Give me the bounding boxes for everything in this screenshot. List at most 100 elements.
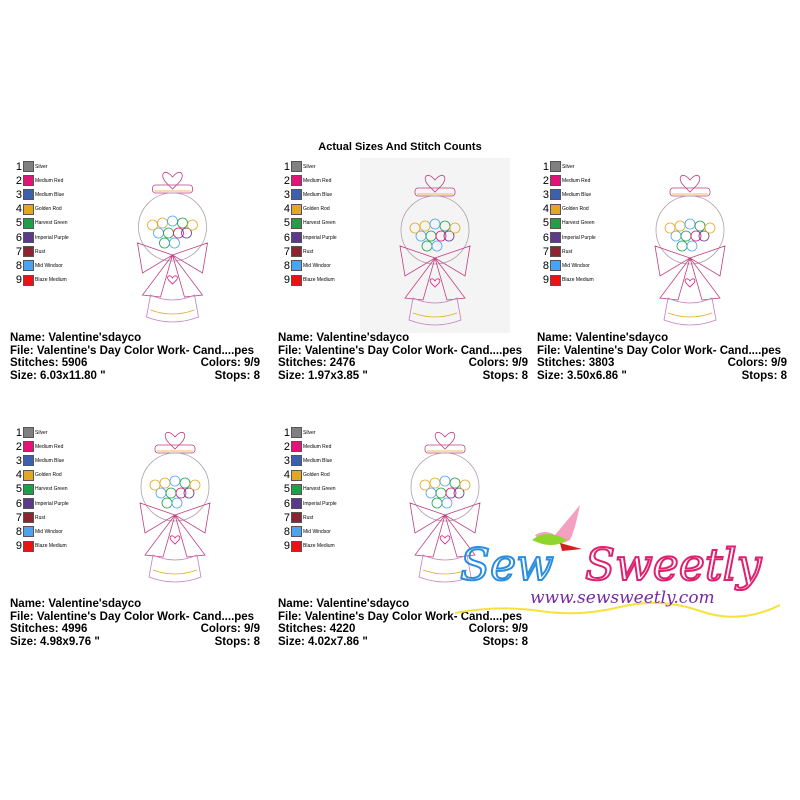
gumball-machine-design — [139, 431, 211, 583]
design-size: Size: 4.02x7.86 " — [278, 635, 368, 648]
legend-color-name: Rust — [303, 514, 314, 521]
legend-number: 8 — [15, 259, 22, 272]
color-swatch — [291, 526, 302, 538]
legend-color-name: Rust — [35, 248, 46, 255]
legend-number: 7 — [283, 511, 290, 524]
design-size: Size: 6.03x11.80 " — [10, 369, 106, 382]
legend-item: 7 Rust — [541, 245, 572, 258]
legend-number: 9 — [15, 274, 22, 287]
gumball-machine-design — [654, 174, 726, 326]
legend-number: 5 — [283, 483, 290, 496]
legend-number: 7 — [283, 245, 290, 258]
legend-item: 1 Silver — [282, 426, 316, 439]
legend-item: 9 Blaze Medium — [14, 540, 67, 553]
legend-color-name: Harvest Green — [562, 220, 595, 227]
legend-item: 6 Imperial Purple — [14, 497, 69, 510]
legend-item: 8 Mid Windsor — [282, 259, 331, 272]
legend-item: 1 Silver — [282, 160, 316, 173]
color-swatch — [23, 203, 34, 215]
legend-item: 2 Medium Red — [14, 440, 63, 453]
color-swatch — [23, 441, 34, 453]
legend-number: 1 — [542, 160, 549, 173]
legend-item: 3 Medium Blue — [14, 188, 64, 201]
legend-number: 1 — [15, 426, 22, 439]
legend-number: 7 — [15, 511, 22, 524]
legend-item: 3 Medium Blue — [282, 188, 332, 201]
legend-color-name: Medium Red — [303, 443, 332, 450]
legend-color-name: Blaze Medium — [303, 543, 335, 550]
color-count: Colors: 9/9 — [468, 623, 528, 636]
legend-item: 2 Medium Red — [282, 440, 331, 453]
design-info: Name: Valentine'sdayco File: Valentine's… — [537, 332, 787, 382]
legend-number: 6 — [283, 497, 290, 510]
legend-color-name: Medium Blue — [303, 457, 333, 464]
legend-color-name: Silver — [303, 163, 316, 170]
color-swatch — [550, 260, 561, 272]
color-swatch — [23, 161, 34, 172]
legend-number: 4 — [542, 203, 549, 216]
legend-item: 2 Medium Red — [14, 174, 63, 187]
legend-number: 8 — [283, 525, 290, 538]
legend-color-name: Golden Rod — [35, 472, 62, 479]
design-file: File: Valentine's Day Color Work- Cand..… — [10, 610, 255, 623]
design-file: File: Valentine's Day Color Work- Cand..… — [537, 344, 782, 357]
legend-color-name: Silver — [35, 429, 48, 436]
legend-number: 1 — [15, 160, 22, 173]
legend-color-name: Golden Rod — [303, 472, 330, 479]
legend-number: 7 — [15, 245, 22, 258]
legend-number: 9 — [283, 274, 290, 287]
design-name: Name: Valentine'sdayco — [278, 598, 410, 610]
legend-color-name: Blaze Medium — [562, 277, 594, 284]
legend-number: 2 — [542, 174, 549, 187]
color-swatch — [291, 217, 302, 229]
color-swatch — [291, 161, 302, 172]
legend-color-name: Imperial Purple — [35, 234, 69, 241]
legend-color-name: Medium Blue — [35, 457, 65, 464]
design-info: Name: Valentine'sdayco File: Valentine's… — [278, 332, 528, 382]
legend-number: 8 — [542, 259, 549, 272]
legend-item: 4 Golden Rod — [541, 203, 589, 216]
legend-item: 6 Imperial Purple — [14, 231, 69, 244]
legend-item: 6 Imperial Purple — [282, 231, 337, 244]
legend-number: 5 — [542, 217, 549, 230]
legend-number: 4 — [283, 203, 290, 216]
legend-item: 8 Mid Windsor — [282, 525, 331, 538]
color-swatch — [291, 427, 302, 438]
color-swatch — [23, 189, 34, 201]
design-name: Name: Valentine'sdayco — [278, 332, 410, 344]
stitch-count: Stitches: 4220 — [278, 623, 356, 636]
color-swatch — [291, 274, 302, 286]
legend-color-name: Mid Windsor — [562, 262, 590, 269]
legend-item: 7 Rust — [14, 511, 45, 524]
color-swatch — [550, 203, 561, 215]
legend-item: 5 Harvest Green — [282, 217, 336, 230]
color-swatch — [23, 455, 34, 467]
design-panel: 1 Silver 2 Medium Red 3 Medium Blue 4 Go… — [278, 426, 542, 676]
legend-item: 7 Rust — [282, 245, 313, 258]
legend-item: 9 Blaze Medium — [282, 274, 335, 287]
design-size: Size: 3.50x6.86 " — [537, 369, 627, 382]
stop-count: Stops: 8 — [482, 369, 528, 382]
color-swatch — [291, 175, 302, 187]
legend-number: 3 — [542, 188, 549, 201]
svg-text:Sweetly: Sweetly — [585, 540, 763, 591]
legend-color-name: Golden Rod — [303, 206, 330, 213]
design-name: Name: Valentine'sdayco — [10, 332, 142, 344]
legend-color-name: Silver — [303, 429, 316, 436]
legend-number: 6 — [542, 231, 549, 244]
stop-count: Stops: 8 — [482, 635, 528, 648]
design-size: Size: 4.98x9.76 " — [10, 635, 100, 648]
legend-item: 4 Golden Rod — [14, 203, 62, 216]
color-swatch — [23, 175, 34, 187]
gumball-machine-design — [409, 431, 481, 583]
color-swatch — [23, 469, 34, 481]
legend-color-name: Harvest Green — [35, 220, 68, 227]
stop-count: Stops: 8 — [214, 635, 260, 648]
legend-color-name: Medium Blue — [303, 191, 333, 198]
color-swatch — [23, 512, 34, 524]
color-swatch — [550, 217, 561, 229]
color-swatch — [23, 246, 34, 258]
design-name: Name: Valentine'sdayco — [10, 598, 142, 610]
gumball-machine-design — [360, 158, 510, 333]
color-swatch — [291, 441, 302, 453]
